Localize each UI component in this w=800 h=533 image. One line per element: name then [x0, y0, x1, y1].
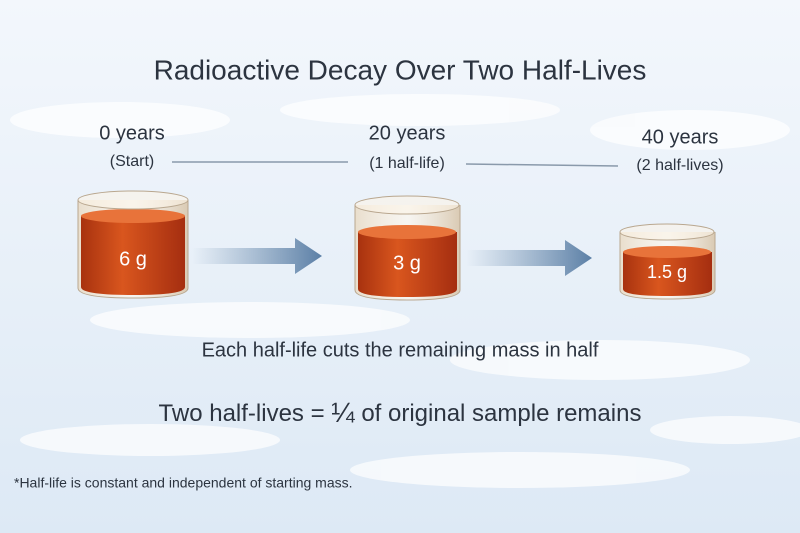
clouds: [10, 94, 800, 488]
arrow: [192, 238, 322, 274]
mass-label: 6 g: [119, 248, 147, 270]
fraction: ¼: [331, 397, 355, 428]
mass-label: 1.5 g: [647, 262, 687, 282]
timeline: [465, 163, 619, 167]
beaker: [77, 190, 189, 299]
time-label: 20 years: [369, 122, 446, 144]
conclusion-text: of original sample remains: [361, 400, 641, 427]
time-label: 40 years: [642, 126, 719, 148]
beaker: [354, 195, 461, 301]
footnote: *Half-life is constant and independent o…: [14, 475, 353, 491]
caption: Each half-life cuts the remaining mass i…: [202, 339, 599, 361]
time-note: (Start): [110, 153, 154, 170]
time-label: 0 years: [99, 122, 165, 144]
beaker: [619, 223, 716, 300]
title: Radioactive Decay Over Two Half-Lives: [154, 54, 647, 85]
conclusion-text: Two half-lives =: [159, 400, 325, 427]
time-note: (1 half-life): [369, 155, 445, 172]
conclusion: Two half-lives = ¼ of original sample re…: [159, 397, 642, 428]
arrow: [466, 240, 592, 276]
time-note: (2 half-lives): [636, 157, 723, 174]
mass-label: 3 g: [393, 252, 421, 274]
